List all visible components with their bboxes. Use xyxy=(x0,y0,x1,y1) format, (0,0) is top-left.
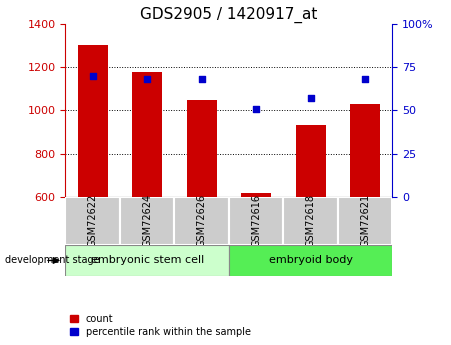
Bar xyxy=(175,197,229,245)
Point xyxy=(253,106,260,111)
Text: GSM72621: GSM72621 xyxy=(360,194,370,247)
Text: GSM72622: GSM72622 xyxy=(87,194,98,247)
Bar xyxy=(78,45,108,197)
Bar xyxy=(187,100,216,197)
Point xyxy=(307,96,314,101)
Bar xyxy=(65,197,120,245)
Bar xyxy=(350,104,380,197)
Text: GSM72626: GSM72626 xyxy=(197,194,207,247)
Point xyxy=(89,73,96,79)
Bar xyxy=(229,197,283,245)
Bar xyxy=(338,197,392,245)
Bar xyxy=(229,245,392,276)
Point xyxy=(143,77,151,82)
Bar xyxy=(283,197,338,245)
Text: GSM72618: GSM72618 xyxy=(306,194,316,247)
Legend: count, percentile rank within the sample: count, percentile rank within the sample xyxy=(70,314,251,337)
Bar xyxy=(296,126,326,197)
Point xyxy=(198,77,205,82)
Title: GDS2905 / 1420917_at: GDS2905 / 1420917_at xyxy=(140,7,318,23)
Text: GSM72616: GSM72616 xyxy=(251,194,261,247)
Text: embryoid body: embryoid body xyxy=(269,256,353,265)
Bar xyxy=(120,197,175,245)
Bar xyxy=(241,194,271,197)
Text: GSM72624: GSM72624 xyxy=(142,194,152,247)
Bar xyxy=(132,72,162,197)
Text: embryonic stem cell: embryonic stem cell xyxy=(91,256,204,265)
Text: development stage: development stage xyxy=(5,256,99,265)
Bar xyxy=(65,245,229,276)
Point xyxy=(362,77,369,82)
